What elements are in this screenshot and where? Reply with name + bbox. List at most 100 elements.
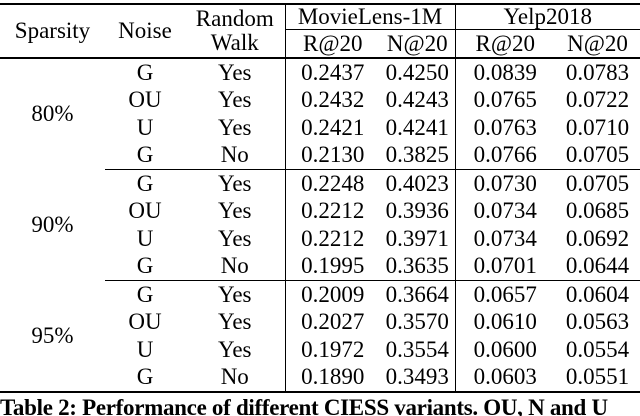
header-row-groups: Sparsity Noise Random Walk MovieLens-1M …	[0, 4, 640, 60]
cell-yelp-n20: 0.0705	[565, 170, 630, 196]
cell-noise: G	[136, 364, 154, 390]
cell-noise: U	[136, 114, 154, 140]
cell-ml-n20: 0.3635	[380, 252, 456, 282]
col-header-yelp-ndcg: N@20	[555, 29, 640, 60]
cell-ml-n20: 0.3570	[380, 308, 456, 337]
results-table: Sparsity Noise Random Walk MovieLens-1M …	[0, 3, 640, 394]
table-caption: Table 2: Performance of different CIESS …	[0, 395, 608, 416]
table-row: G No 0.1995 0.3635 0.0701 0.0644	[0, 252, 640, 282]
cell-noise: G	[105, 252, 185, 282]
table-row: 95% G Yes 0.2009 0.3664 0.0657 0.0604	[0, 280, 640, 347]
cell-ml-r20: 0.2421	[301, 114, 365, 140]
cell-yelp-r20: 0.0734	[473, 225, 537, 251]
table-row: 80% G Yes 0.2437 0.4250 0.0839 0.0783	[0, 58, 640, 126]
table-row: U Yes 0.2421 0.4241 0.0763 0.0710	[0, 114, 640, 142]
cell-ml-n20: 0.4023	[380, 169, 456, 198]
col-header-random-walk: Random Walk	[185, 4, 286, 60]
cell-ml-r20: 0.1972	[301, 336, 365, 362]
col-header-sparsity: Sparsity	[0, 4, 105, 60]
cell-yelp-n20: 0.0551	[565, 364, 630, 390]
cell-ml-r20: 0.2027	[301, 309, 365, 335]
cell-noise: G	[136, 59, 154, 85]
table-body: 80% G Yes 0.2437 0.4250 0.0839 0.0783 OU…	[0, 58, 640, 393]
cell-yelp-n20: 0.0722	[565, 87, 630, 113]
cell-ml-r20: 0.2437	[301, 59, 365, 85]
cell-ml-r20: 0.2130	[285, 141, 380, 171]
cell-noise: G	[105, 141, 185, 171]
cell-ml-n20: 0.3664	[380, 280, 456, 309]
table-row: OU Yes 0.2432 0.4243 0.0765 0.0722	[0, 86, 640, 115]
cell-yelp-n20: 0.0685	[565, 198, 630, 224]
cell-yelp-n20: 0.0783	[565, 59, 630, 85]
cell-ml-n20: 0.3825	[380, 141, 456, 171]
cell-yelp-r20: 0.0766	[455, 141, 555, 171]
cell-ml-n20: 0.3936	[380, 197, 456, 226]
table-row: G No 0.1890 0.3493 0.0603 0.0551	[0, 363, 640, 393]
cell-random-walk: Yes	[185, 86, 286, 115]
cell-noise: U	[136, 336, 154, 362]
cell-yelp-n20: 0.0705	[555, 141, 640, 171]
table-header: Sparsity Noise Random Walk MovieLens-1M …	[0, 4, 640, 60]
cell-noise: G	[136, 281, 154, 307]
cell-random-walk: Yes	[185, 169, 286, 198]
cell-yelp-r20: 0.0603	[473, 364, 537, 390]
cell-random-walk: Yes	[185, 58, 286, 87]
cell-noise: U	[136, 225, 154, 251]
cell-noise: G	[136, 170, 154, 196]
cell-yelp-r20: 0.0839	[473, 59, 537, 85]
cell-sparsity: 95%	[31, 322, 74, 348]
cell-random-walk: No	[185, 141, 286, 171]
cell-ml-r20: 0.2432	[301, 87, 365, 113]
cell-ml-r20: 0.1995	[285, 252, 380, 282]
cell-yelp-n20: 0.0692	[565, 225, 630, 251]
cell-random-walk: No	[185, 363, 286, 393]
cell-ml-r20: 0.2212	[301, 225, 365, 251]
table-row: U Yes 0.2212 0.3971 0.0734 0.0692	[0, 225, 640, 253]
cell-ml-r20: 0.2248	[301, 170, 365, 196]
col-header-ml-recall: R@20	[285, 29, 380, 60]
col-group-yelp: Yelp2018	[455, 4, 640, 31]
cell-yelp-r20: 0.0765	[473, 87, 537, 113]
cell-ml-n20: 0.4243	[380, 86, 456, 115]
cell-yelp-r20: 0.0657	[473, 281, 537, 307]
table-row: U Yes 0.1972 0.3554 0.0600 0.0554	[0, 336, 640, 364]
cell-yelp-r20: 0.0701	[455, 252, 555, 282]
cell-ml-r20: 0.2212	[301, 198, 365, 224]
cell-yelp-n20: 0.0710	[565, 114, 630, 140]
cell-ml-n20: 0.3971	[380, 225, 456, 253]
cell-ml-n20: 0.3554	[380, 336, 456, 364]
cell-ml-n20: 0.4250	[380, 58, 456, 87]
table-row: G No 0.2130 0.3825 0.0766 0.0705	[0, 141, 640, 171]
col-header-noise: Noise	[105, 4, 185, 60]
table-row: OU Yes 0.2212 0.3936 0.0734 0.0685	[0, 197, 640, 226]
cell-yelp-n20: 0.0604	[565, 281, 630, 307]
cell-noise: OU	[128, 198, 162, 224]
cell-random-walk: No	[185, 252, 286, 282]
cell-yelp-n20: 0.0554	[565, 336, 630, 362]
cell-ml-n20: 0.4241	[380, 114, 456, 142]
cell-yelp-r20: 0.0763	[473, 114, 537, 140]
cell-sparsity: 80%	[31, 101, 74, 127]
cell-random-walk: Yes	[185, 197, 286, 226]
col-group-movielens: MovieLens-1M	[285, 4, 456, 31]
header-row-metrics: R@20 N@20 R@20 N@20	[0, 29, 640, 60]
table-row: 90% G Yes 0.2248 0.4023 0.0730 0.0705	[0, 169, 640, 237]
col-header-ml-ndcg: N@20	[380, 29, 456, 60]
cell-sparsity: 90%	[31, 212, 74, 238]
cell-yelp-n20: 0.0563	[565, 309, 630, 335]
cell-yelp-r20: 0.0610	[473, 309, 537, 335]
cell-noise: OU	[128, 87, 162, 113]
cell-random-walk: Yes	[185, 114, 286, 142]
cell-random-walk: Yes	[185, 336, 286, 364]
cell-yelp-n20: 0.0644	[555, 252, 640, 282]
cell-random-walk: Yes	[185, 280, 286, 309]
cell-yelp-r20: 0.0730	[473, 170, 537, 196]
cell-ml-r20: 0.2009	[301, 281, 365, 307]
cell-random-walk: Yes	[185, 225, 286, 253]
cell-ml-r20: 0.1890	[301, 364, 365, 390]
cell-yelp-r20: 0.0600	[473, 336, 537, 362]
col-header-yelp-recall: R@20	[455, 29, 555, 60]
cell-noise: OU	[128, 309, 162, 335]
cell-yelp-r20: 0.0734	[473, 198, 537, 224]
